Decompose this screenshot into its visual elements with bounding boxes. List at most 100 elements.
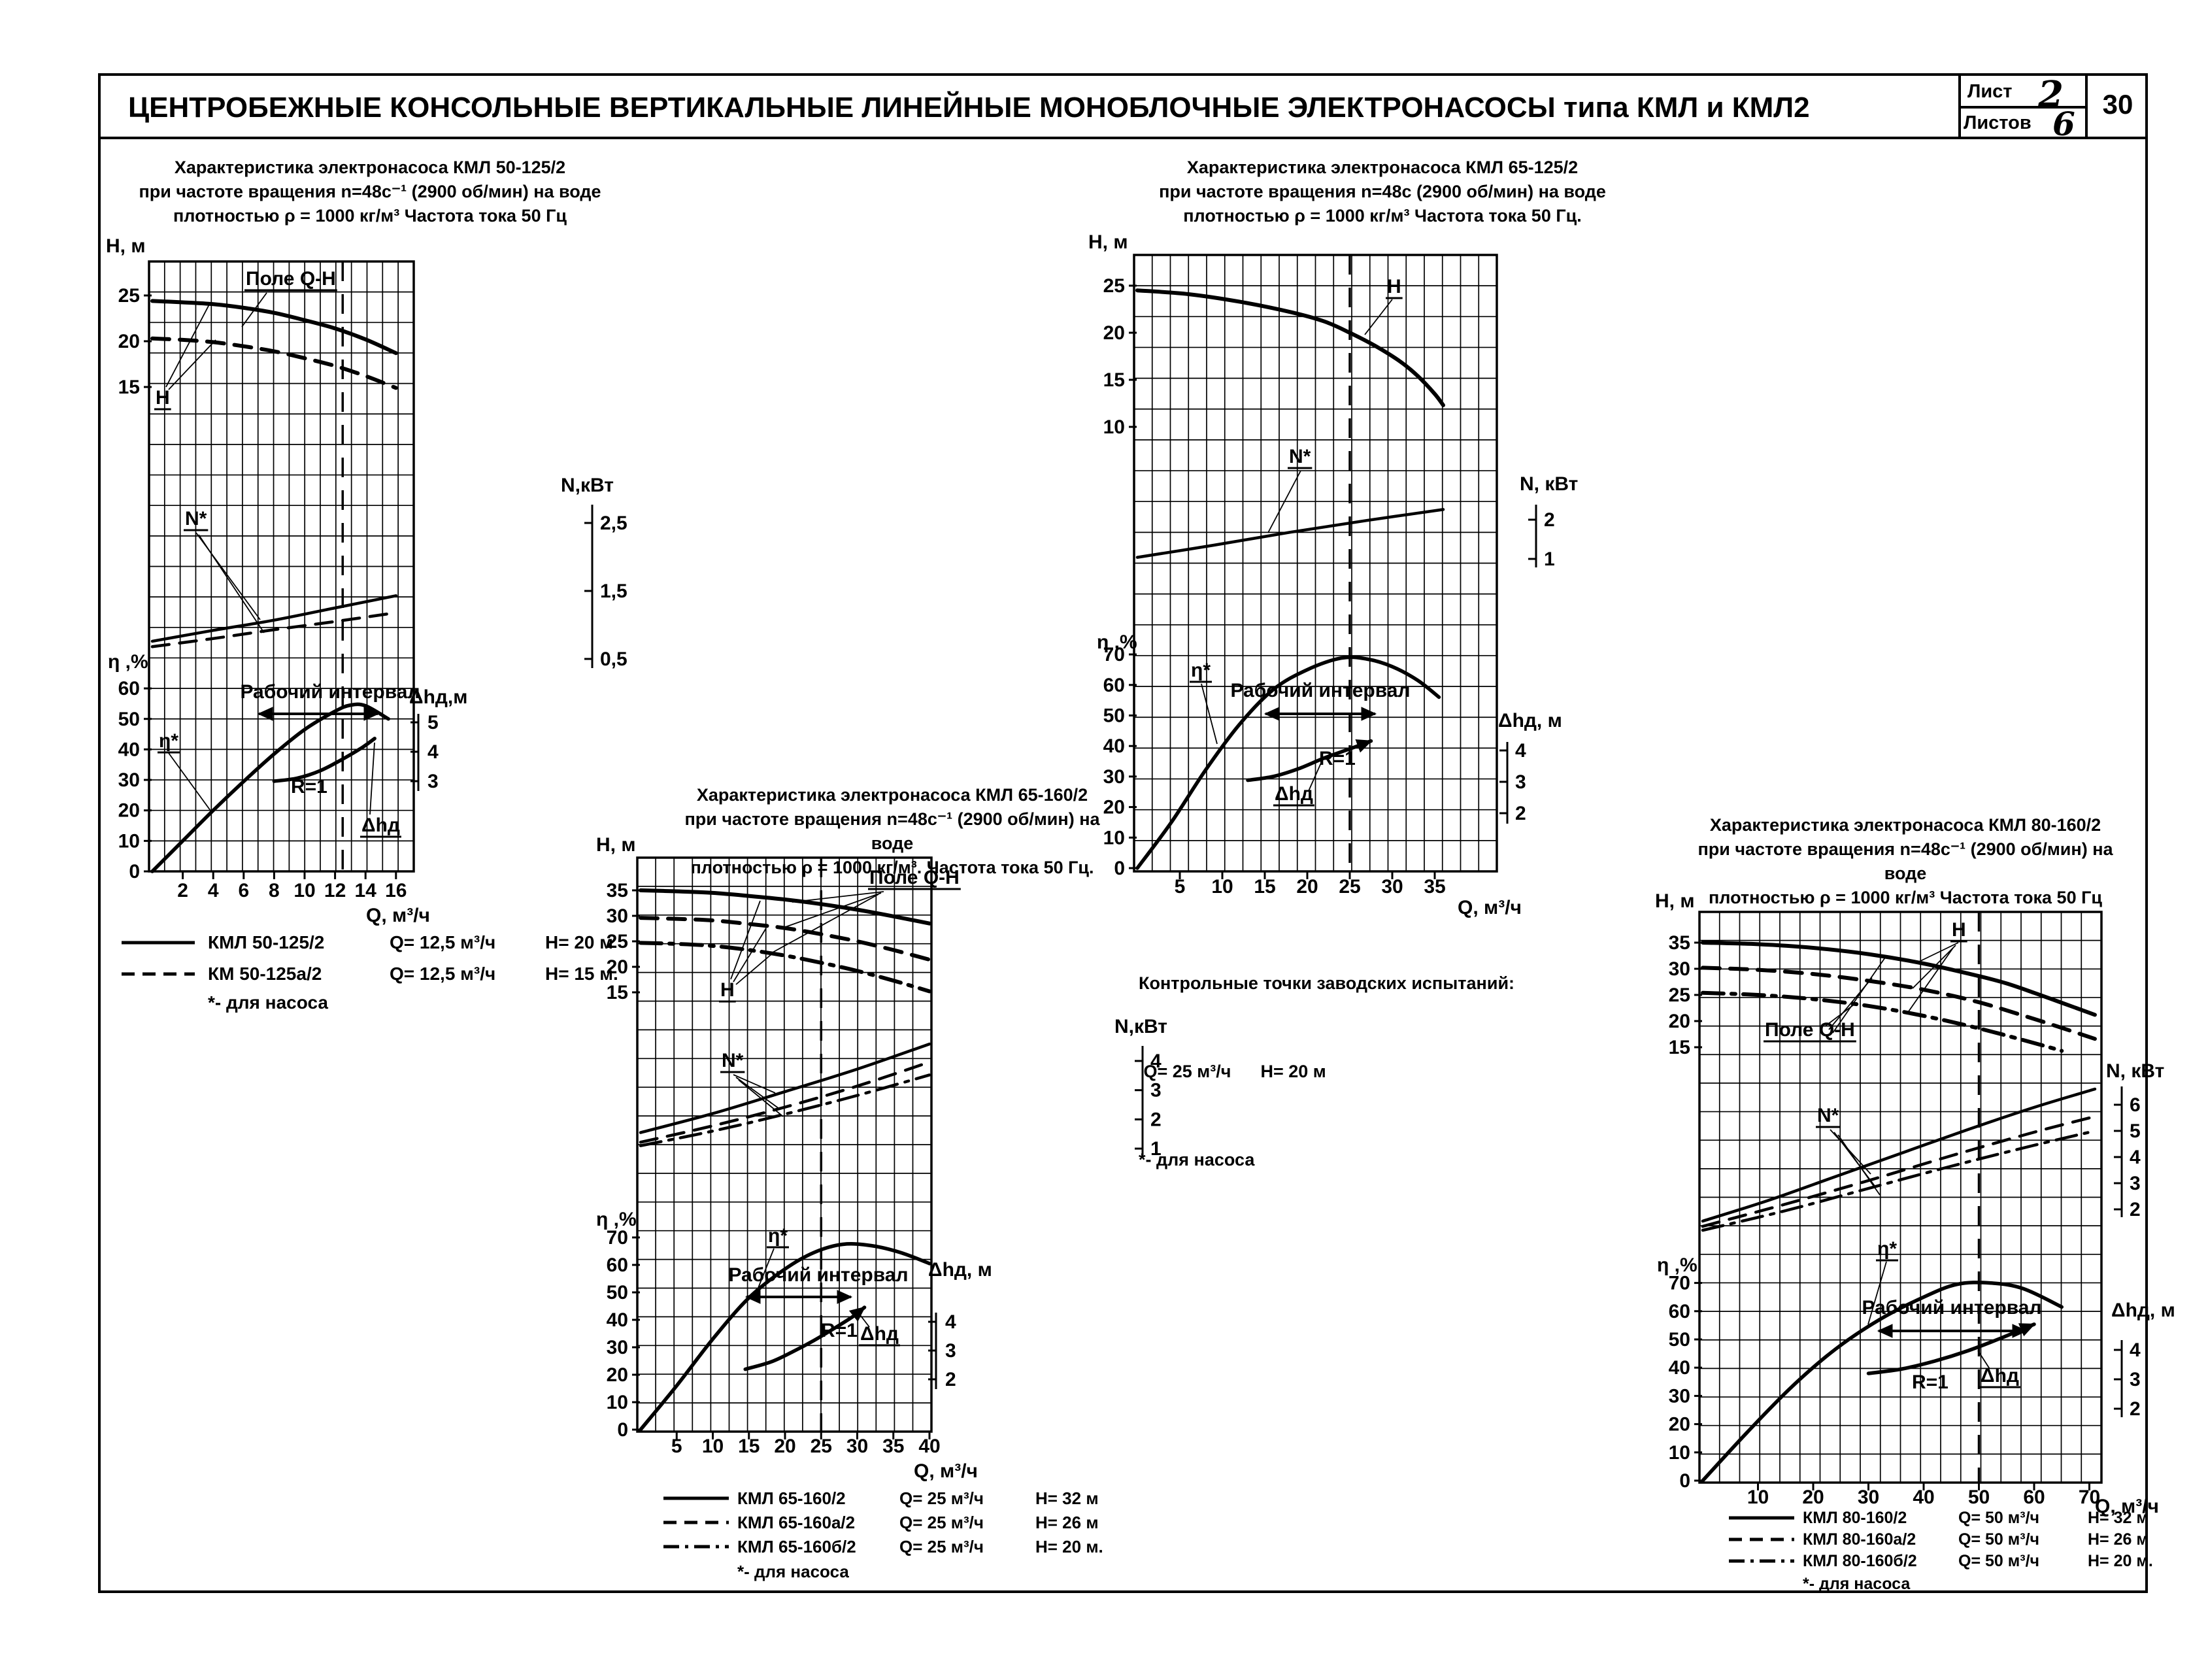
annotation: R=1 [1319,748,1356,769]
tick-eta: 40 [1669,1357,1690,1379]
tick-q: 25 [1339,876,1360,898]
sheet-number: 2 [2038,73,2064,116]
tick-eta: 30 [607,1337,628,1358]
tick-eta: 30 [118,769,140,791]
tick-eta: 60 [1669,1301,1690,1322]
annotation: N* [1289,446,1311,467]
tick-eta: 70 [1103,644,1125,665]
axis-label-H: Н, м [1655,890,1695,912]
tick-H: 10 [1103,416,1125,438]
tick-eta: 10 [607,1392,628,1413]
chart1-legend: КМЛ 50-125/2 Q= 12,5 м³/ч Н= 20 м КМ 50-… [208,927,618,1013]
tick-N: 6 [2130,1094,2141,1116]
control-note-line: *- для насоса [1139,1150,1255,1169]
axis-label-H: Н, м [1088,231,1128,253]
tick-H: 35 [607,880,628,901]
chart3-title: Характеристика электронасоса КМЛ 65-160/… [680,783,1105,880]
legend-model: КМ 50-125а/2 [208,964,322,984]
tick-dh: 4 [1515,740,1526,762]
annotation: Δhд [1981,1365,2019,1386]
working-interval-label: Рабочий интервал [1862,1297,2041,1319]
annotation: Δhд [1275,783,1313,805]
legend-row: КМ 50-125а/2 Q= 12,5 м³/ч Н= 15 м. [208,958,618,990]
legend-note: *- для насоса [737,1562,849,1581]
tick-dh: 2 [1515,803,1526,824]
tick-q: 15 [1254,876,1275,898]
legend-head: Н= 26 м [1035,1513,1099,1532]
legend-note: *- для насоса [208,992,328,1013]
chart4-title: Характеристика электронасоса КМЛ 80-160/… [1690,813,2121,910]
tick-eta: 20 [607,1364,628,1386]
annotation: N* [1817,1105,1839,1126]
tick-eta: 20 [1669,1414,1690,1436]
chart2-title-line: Характеристика электронасоса КМЛ 65-125/… [1186,158,1579,177]
legend-row: КМЛ 65-160а/2 Q= 25 м³/ч Н= 26 м [737,1511,1103,1535]
annotation: Поле Q-H [246,268,336,290]
tick-N: 1,5 [600,580,627,602]
legend-row: КМЛ 65-160б/2 Q= 25 м³/ч Н= 20 м. [737,1535,1103,1559]
tick-dh: 3 [2130,1369,2141,1390]
legend-model: КМЛ 65-160/2 [737,1488,846,1508]
curve-eta [1701,1281,2064,1483]
legend-flow: Q= 12,5 м³/ч [390,932,496,952]
legend-flow: Q= 25 м³/ч [899,1488,984,1508]
chart1-title-line: при частоте вращения n=48с⁻¹ (2900 об/ми… [139,182,601,201]
tick-eta: 10 [118,830,140,852]
tick-H: 25 [1103,275,1125,297]
chart2-title-line: плотностью ρ = 1000 кг/м³ Частота тока 5… [1183,206,1582,226]
curve-N-KML80-160-2 [1701,1087,2097,1223]
tick-eta: 70 [607,1227,628,1249]
legend-head: Н= 32 м [1035,1488,1099,1508]
tick-q: 35 [1424,876,1445,898]
tick-H: 15 [607,982,628,1003]
curve-H-KML80-160-2 [1701,941,2097,1017]
legend-head: Н= 20 м. [1035,1537,1103,1556]
tick-q: 5 [671,1436,682,1457]
tick-N: 3 [2130,1173,2141,1194]
tick-N: 4 [1150,1050,1162,1072]
axis-label-dh: Δhд, м [2111,1300,2175,1321]
tick-N: 4 [2130,1147,2141,1168]
chart1-title-line: плотностью ρ = 1000 кг/м³ Частота тока 5… [173,206,567,226]
curve-H-KML80-160b-2 [1701,990,2064,1053]
tick-dh: 4 [427,741,439,763]
tick-H: 30 [607,905,628,927]
legend-head: Н= 15 м. [545,964,618,984]
tick-eta: 20 [118,800,140,822]
annotation: R=1 [291,776,327,798]
legend-model: КМЛ 80-160а/2 [1803,1530,1916,1549]
tick-H: 30 [1669,958,1690,980]
curve-dh [1246,739,1373,782]
working-interval-label: Рабочий интервал [240,681,420,703]
tick-H: 20 [1103,322,1125,344]
tick-eta: 40 [118,739,140,760]
axis-label-eta: η ,% [1097,631,1137,653]
sheet-label: Лист [1967,81,2013,102]
tick-eta: 0 [1679,1470,1690,1492]
tick-q: 6 [238,880,249,901]
chart2-control-points: Контрольные точки заводских испытаний: Q… [1139,910,1514,1234]
tick-dh: 2 [945,1369,956,1390]
tick-eta: 50 [1669,1329,1690,1351]
curve-eta [1135,655,1441,870]
tick-eta: 50 [1103,705,1125,727]
tick-eta: 40 [607,1309,628,1331]
tick-N: 1 [1544,548,1555,570]
tick-eta: 20 [1103,797,1125,818]
control-note-line: Контрольные точки заводских испытаний: [1139,973,1515,993]
tick-dh: 3 [427,771,439,792]
working-interval-label: Рабочий интервал [1230,680,1410,701]
chart1-title: Характеристика электронасоса КМЛ 50-125/… [109,156,631,228]
axis-label-H: Н, м [596,834,636,856]
legend-row: КМЛ 80-160б/2 Q= 50 м³/ч Н= 20 м. [1803,1551,2153,1572]
tick-eta: 0 [129,861,140,882]
axis-label-H: Н, м [106,235,146,257]
legend-flow: Q= 50 м³/ч [1958,1552,2040,1570]
page-number: 30 [2102,89,2133,120]
axis-label-N: N, кВт [2106,1060,2164,1082]
page-title: ЦЕНТРОБЕЖНЫЕ КОНСОЛЬНЫЕ ВЕРТИКАЛЬНЫЕ ЛИН… [128,92,1810,124]
tick-eta: 10 [1669,1442,1690,1464]
axis-label-q: Q, м³/ч [2095,1496,2159,1517]
